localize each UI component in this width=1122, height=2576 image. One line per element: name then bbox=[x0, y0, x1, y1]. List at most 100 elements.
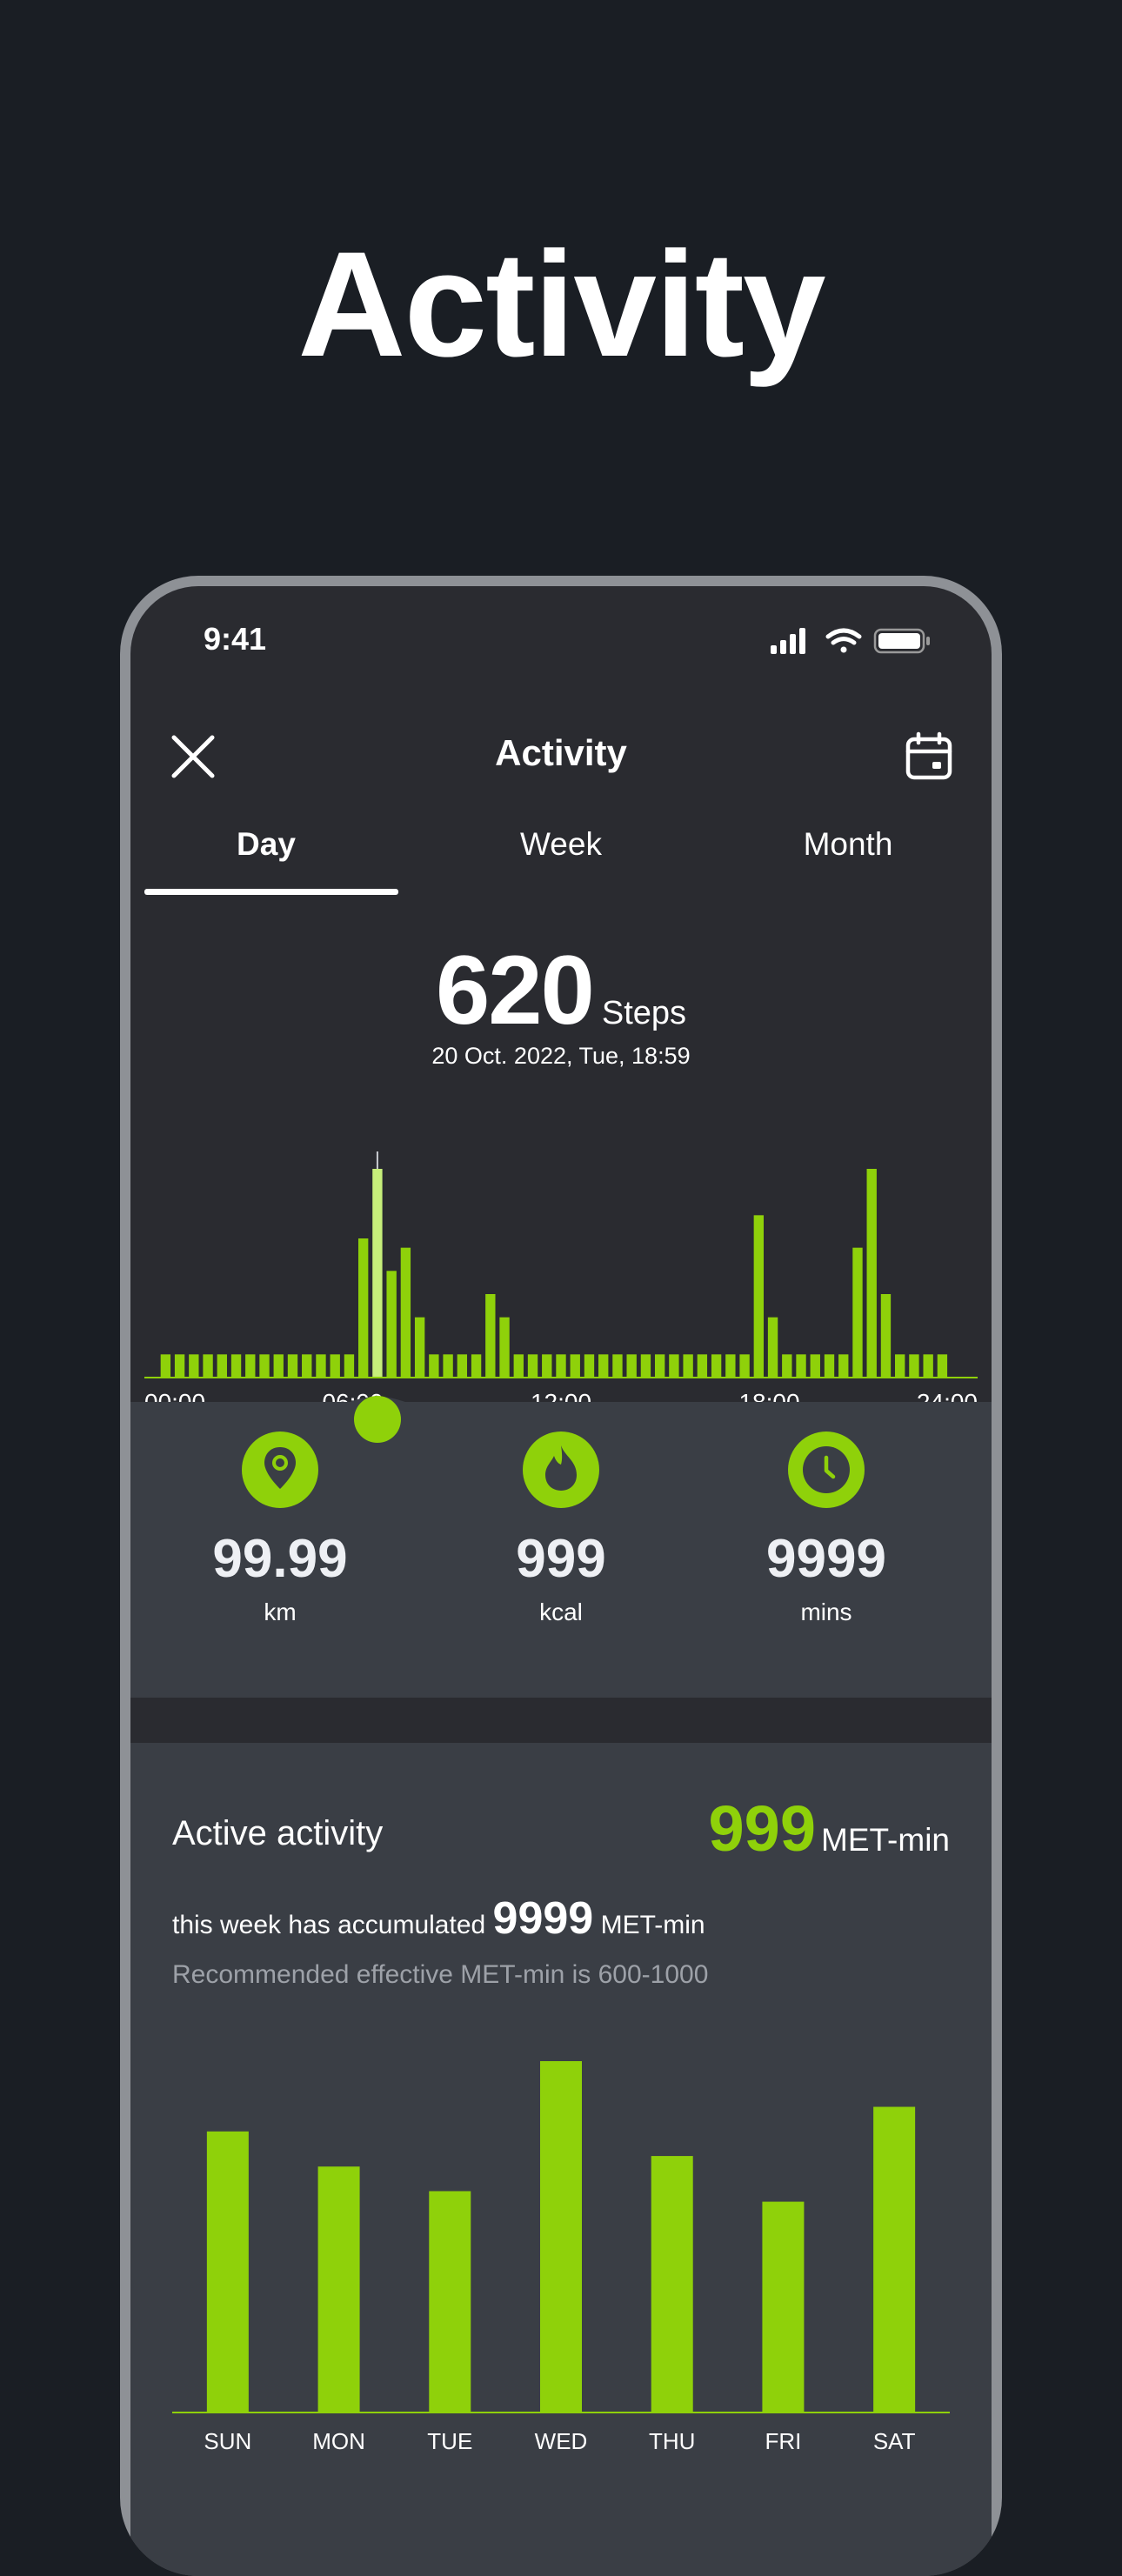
hour-bar[interactable] bbox=[302, 1354, 312, 1378]
clock-icon bbox=[788, 1431, 865, 1508]
hour-bar[interactable] bbox=[725, 1354, 736, 1378]
hourly-steps-chart[interactable]: 00:0006:0012:0018:0024:00 bbox=[130, 1056, 992, 1421]
hour-bar[interactable] bbox=[513, 1354, 524, 1378]
steps-value: 620 bbox=[435, 936, 595, 1044]
hour-bar[interactable] bbox=[429, 1354, 439, 1378]
hour-bar[interactable] bbox=[923, 1354, 933, 1378]
hour-bar[interactable] bbox=[174, 1354, 185, 1378]
battery-icon bbox=[873, 628, 930, 654]
hour-bar[interactable] bbox=[640, 1354, 651, 1378]
hour-bar[interactable] bbox=[443, 1354, 453, 1378]
hour-bar[interactable] bbox=[457, 1354, 468, 1378]
active-activity-total: 999 MET-min bbox=[709, 1792, 950, 1865]
hour-bar[interactable] bbox=[273, 1354, 284, 1378]
tab-month[interactable]: Month bbox=[803, 826, 893, 862]
hour-bar[interactable] bbox=[669, 1354, 679, 1378]
hour-bar[interactable] bbox=[683, 1354, 693, 1378]
hour-bar[interactable] bbox=[895, 1354, 905, 1378]
hero-title: Activity bbox=[297, 221, 825, 388]
hour-bar[interactable] bbox=[697, 1354, 708, 1378]
hour-bar[interactable] bbox=[782, 1354, 792, 1378]
stats-panel: 99.99 km 999 kcal 9999 mins bbox=[130, 1402, 992, 1698]
hour-bar[interactable] bbox=[570, 1354, 580, 1378]
hour-bar[interactable] bbox=[414, 1317, 425, 1378]
hour-bar[interactable] bbox=[937, 1354, 948, 1378]
stat-distance-value: 99.99 bbox=[212, 1529, 348, 1589]
tab-week[interactable]: Week bbox=[520, 826, 602, 862]
hour-bar[interactable] bbox=[542, 1354, 552, 1378]
weekly-met-chart[interactable]: SUN MON TUE WED THU FRI SAT bbox=[130, 2039, 992, 2576]
week-accumulated: this week has accumulated 9999 MET-min bbox=[172, 1892, 705, 1945]
hour-bar[interactable] bbox=[556, 1354, 566, 1378]
stat-duration-unit: mins bbox=[800, 1598, 852, 1625]
day-label: TUE bbox=[427, 2428, 472, 2454]
hour-bar[interactable] bbox=[838, 1354, 849, 1378]
hour-bar[interactable] bbox=[852, 1247, 863, 1378]
hour-bar[interactable] bbox=[796, 1354, 806, 1378]
hour-bar[interactable] bbox=[654, 1354, 665, 1378]
day-bar[interactable] bbox=[873, 2106, 916, 2412]
stat-calories-value: 999 bbox=[516, 1529, 606, 1589]
hour-bar[interactable] bbox=[880, 1294, 892, 1378]
stat-duration-value: 9999 bbox=[766, 1529, 886, 1589]
hour-bar[interactable] bbox=[357, 1238, 369, 1378]
calendar-button[interactable] bbox=[901, 729, 957, 784]
day-bar[interactable] bbox=[540, 2061, 582, 2412]
hour-bar[interactable] bbox=[471, 1354, 482, 1378]
hour-bar[interactable] bbox=[499, 1317, 510, 1378]
day-bar[interactable] bbox=[651, 2156, 693, 2412]
day-label: THU bbox=[649, 2428, 695, 2454]
day-label: MON bbox=[312, 2428, 365, 2454]
hour-bar[interactable] bbox=[259, 1354, 270, 1378]
hour-bar[interactable] bbox=[160, 1354, 171, 1378]
flame-icon bbox=[523, 1431, 599, 1508]
day-bar[interactable] bbox=[762, 2201, 805, 2412]
status-bar: 9:41 bbox=[130, 586, 992, 682]
hour-bar[interactable] bbox=[866, 1169, 877, 1378]
active-activity-title: Active activity bbox=[172, 1814, 384, 1852]
hour-bar[interactable] bbox=[189, 1354, 199, 1378]
day-bar[interactable] bbox=[317, 2166, 360, 2412]
hour-bar[interactable] bbox=[527, 1354, 538, 1378]
day-label: WED bbox=[535, 2428, 588, 2454]
hour-bar[interactable] bbox=[612, 1354, 623, 1378]
hour-bar[interactable] bbox=[485, 1294, 496, 1378]
close-button[interactable] bbox=[165, 729, 221, 784]
day-bar[interactable] bbox=[206, 2131, 249, 2412]
active-total-value: 999 bbox=[708, 1792, 816, 1865]
hour-bar[interactable] bbox=[287, 1354, 298, 1378]
hour-bar[interactable] bbox=[626, 1354, 637, 1378]
hour-bar[interactable] bbox=[330, 1354, 340, 1378]
hour-bar[interactable] bbox=[810, 1354, 820, 1378]
tab-selected-indicator bbox=[144, 889, 398, 895]
hour-bar[interactable] bbox=[372, 1169, 383, 1378]
hour-bar[interactable] bbox=[344, 1354, 355, 1378]
week-value: 9999 bbox=[492, 1893, 594, 1944]
hour-bar[interactable] bbox=[753, 1215, 765, 1378]
location-pin-icon bbox=[242, 1431, 318, 1508]
hour-bar[interactable] bbox=[824, 1354, 835, 1378]
hour-bar[interactable] bbox=[739, 1354, 750, 1378]
app-screen: 9:41 bbox=[130, 586, 992, 2576]
hour-bar[interactable] bbox=[767, 1317, 778, 1378]
hour-bar[interactable] bbox=[909, 1354, 919, 1378]
hour-bar[interactable] bbox=[386, 1271, 397, 1378]
hour-bar[interactable] bbox=[230, 1354, 242, 1378]
hour-bar[interactable] bbox=[203, 1354, 213, 1378]
period-tabs: Day Week Month bbox=[130, 811, 992, 889]
tab-day[interactable]: Day bbox=[237, 826, 296, 862]
hour-bar[interactable] bbox=[316, 1354, 326, 1378]
steps-unit: Steps bbox=[601, 995, 687, 1031]
day-label: FRI bbox=[765, 2428, 801, 2454]
hour-bar[interactable] bbox=[217, 1354, 227, 1378]
day-bar[interactable] bbox=[429, 2191, 471, 2412]
timeline-slider-knob[interactable] bbox=[353, 1396, 401, 1443]
week-prefix: this week has accumulated bbox=[172, 1911, 486, 1939]
nav-title: Activity bbox=[495, 732, 627, 773]
hour-bar[interactable] bbox=[245, 1354, 256, 1378]
hour-bar[interactable] bbox=[598, 1354, 609, 1378]
hour-bar[interactable] bbox=[711, 1354, 722, 1378]
active-total-unit: MET-min bbox=[821, 1822, 950, 1858]
hour-bar[interactable] bbox=[584, 1354, 595, 1378]
hour-bar[interactable] bbox=[400, 1247, 411, 1378]
